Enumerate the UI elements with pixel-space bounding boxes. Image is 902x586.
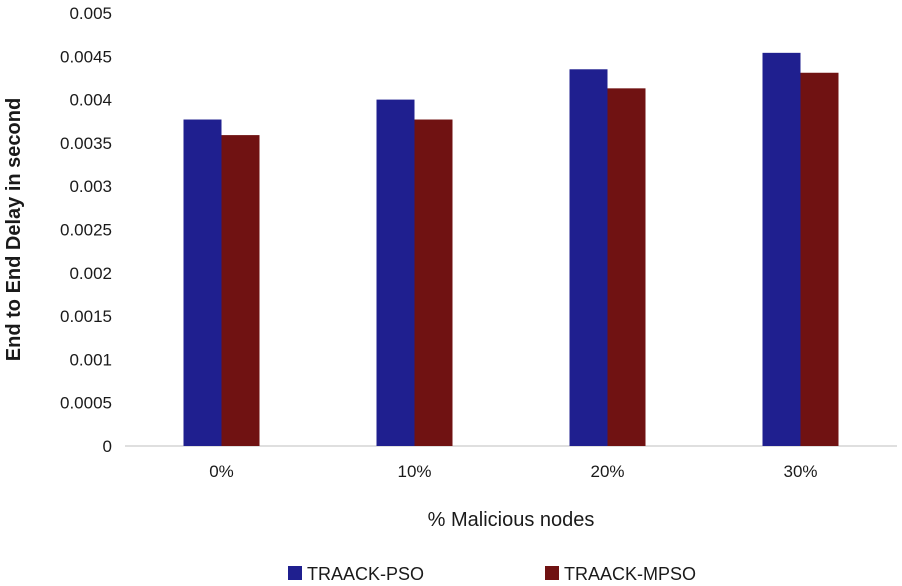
bar-traack-pso-0pct [183, 119, 222, 446]
bar-traack-pso-20pct [569, 69, 608, 446]
x-tick-label: 0% [209, 462, 234, 481]
bar-traack-mpso-0pct [221, 135, 260, 446]
x-axis-title: % Malicious nodes [428, 509, 595, 531]
legend: TRAACK-PSO TRAACK-MPSO [288, 564, 696, 584]
bars [183, 52, 839, 446]
y-tick-label: 0.0045 [60, 47, 112, 66]
y-tick-label: 0.004 [69, 91, 112, 110]
y-axis-ticks: 0 0.0005 0.001 0.0015 0.002 0.0025 0.003 0.0035… [60, 4, 112, 456]
y-tick-label: 0 [103, 437, 112, 456]
bar-traack-pso-10pct [376, 99, 415, 446]
bar-traack-pso-30pct [762, 52, 801, 446]
x-tick-label: 30% [783, 462, 817, 481]
y-tick-label: 0.0015 [60, 307, 112, 326]
legend-label: TRAACK-MPSO [564, 564, 696, 584]
x-tick-label: 20% [590, 462, 624, 481]
y-axis-title: End to End Delay in second [3, 98, 25, 361]
y-tick-label: 0.001 [69, 350, 112, 369]
y-tick-label: 0.002 [69, 264, 112, 283]
x-axis-ticks: 0% 10% 20% 30% [209, 462, 817, 481]
legend-swatch [288, 566, 302, 580]
y-tick-label: 0.005 [69, 4, 112, 23]
y-tick-label: 0.0025 [60, 221, 112, 240]
bar-traack-mpso-10pct [414, 119, 453, 446]
x-tick-label: 10% [397, 462, 431, 481]
y-tick-label: 0.0005 [60, 394, 112, 413]
y-tick-label: 0.0035 [60, 134, 112, 153]
bar-traack-mpso-30pct [800, 72, 839, 446]
y-tick-label: 0.003 [69, 177, 112, 196]
legend-label: TRAACK-PSO [307, 564, 424, 584]
legend-swatch [545, 566, 559, 580]
bar-traack-mpso-20pct [607, 88, 646, 446]
